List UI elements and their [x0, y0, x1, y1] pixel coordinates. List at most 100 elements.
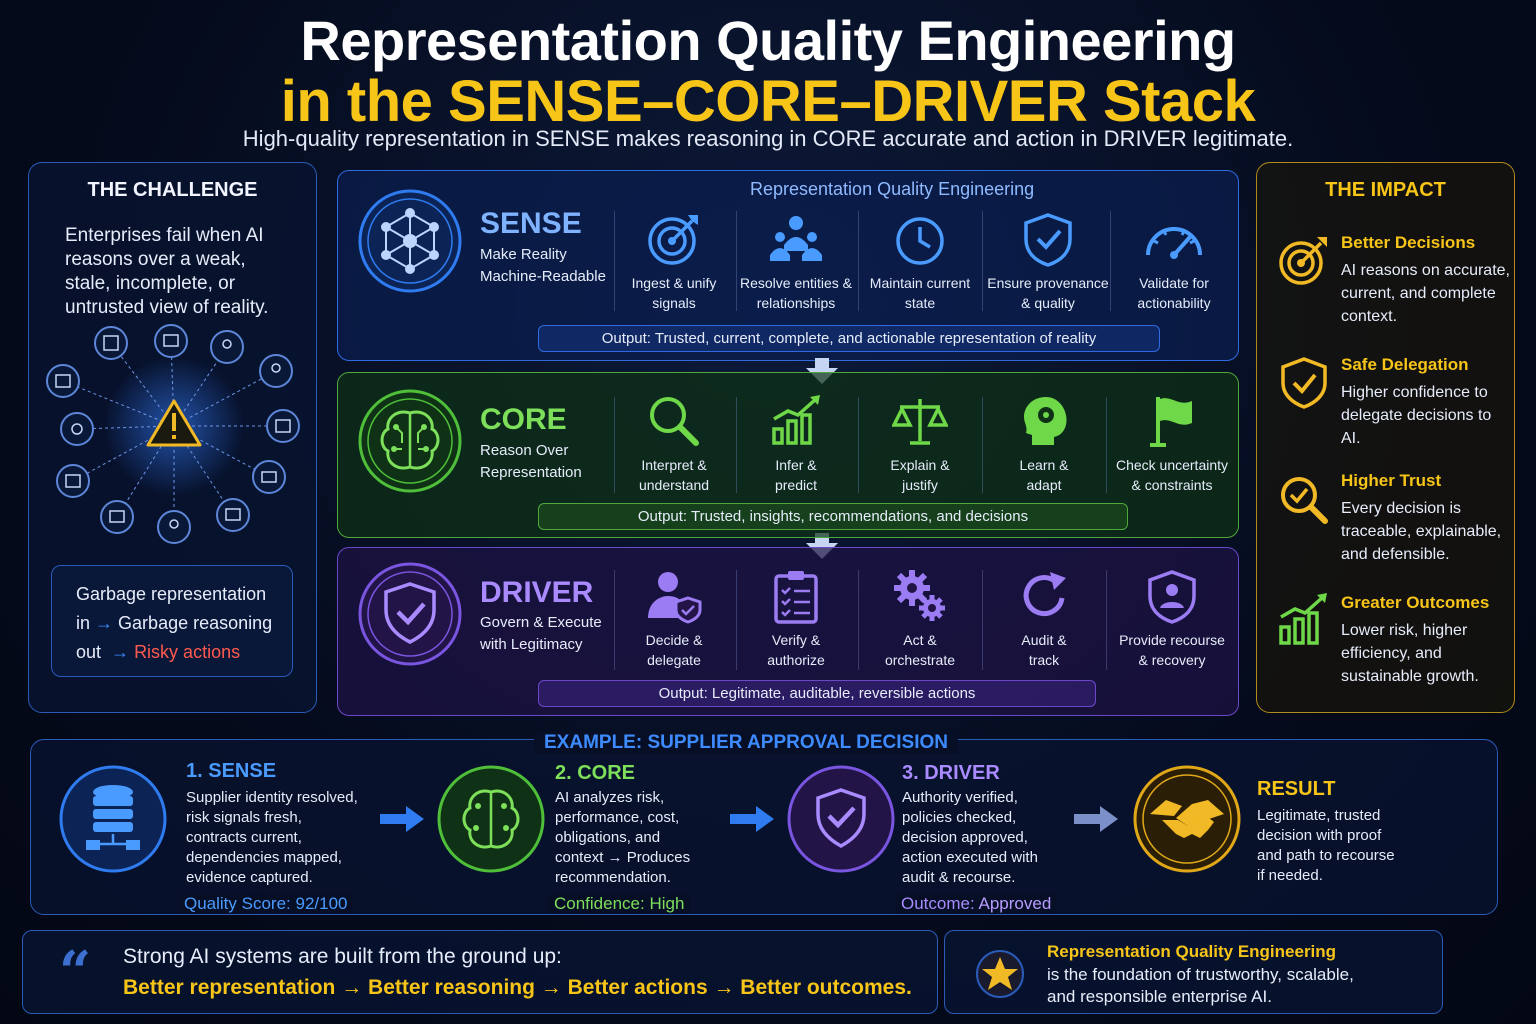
handshake-icon	[1133, 765, 1241, 873]
step3-text: Authority verified, policies checked, deci…	[902, 789, 1038, 886]
step3-heading: 3. DRIVER	[902, 762, 1000, 784]
magnifier-icon	[650, 397, 699, 446]
core-col-learn: Learn & adapt	[982, 393, 1106, 495]
sense-subtitle: Make Reality Machine-Readable	[480, 246, 606, 285]
result-text: Legitimate, trusted decision with proof an…	[1257, 807, 1395, 884]
magnifier-check-icon	[1281, 477, 1328, 524]
quote-box: “ Strong AI systems are built from the g…	[22, 930, 938, 1014]
quality-score: Quality Score: 92/100	[178, 894, 354, 914]
arrow-right-icon	[380, 806, 424, 832]
core-name: CORE	[480, 403, 567, 436]
clipboard-checklist-icon	[774, 571, 818, 624]
sense-name: SENSE	[480, 207, 582, 240]
result-heading: RESULT	[1257, 778, 1336, 800]
sense-layer: Representation Quality Engineering SENSE…	[337, 170, 1239, 361]
core-layer: CORE Reason Over Representation Interpret…	[337, 372, 1239, 538]
people-network-icon	[770, 216, 822, 261]
arrow-right-icon	[730, 806, 774, 832]
driver-layer: DRIVER Govern & Execute with Legitimacy D…	[337, 547, 1239, 716]
page-title: Representation Quality Engineering	[300, 9, 1236, 72]
star-icon	[976, 950, 1024, 998]
brain-circuit-icon	[358, 389, 462, 493]
shield-check-icon	[1024, 213, 1072, 267]
head-gear-icon	[1024, 397, 1067, 445]
sense-col-resolve: Resolve entities & relationships	[734, 211, 858, 313]
impact-heading: THE IMPACT	[1325, 179, 1446, 201]
driver-col-recourse: Provide recourse & recovery	[1108, 568, 1236, 670]
quote-line-2: Better representation → Better reasoning…	[123, 976, 912, 999]
down-arrow-icon	[806, 358, 838, 384]
foundation-heading: Representation Quality Engineering	[1047, 942, 1337, 961]
person-shield-icon	[648, 572, 702, 624]
core-col-infer: Infer & predict	[734, 393, 858, 495]
garbage-line-1: Garbage representation	[76, 584, 267, 604]
sense-col-validate: Validate for actionability	[1112, 211, 1236, 313]
quote-mark-icon: “	[59, 939, 92, 1005]
driver-name: DRIVER	[480, 576, 594, 609]
sense-col-provenance: Ensure provenance & quality	[986, 211, 1110, 313]
impact-item-trust: Higher Trust Every decision is traceable…	[1277, 471, 1512, 566]
garbage-reasoning-label: Garbage reasoning	[118, 613, 273, 633]
driver-col-decide: Decide & delegate	[612, 568, 736, 670]
impact-item-decisions: Better Decisions AI reasons on accurate,…	[1277, 233, 1512, 328]
network-nodes-icon	[358, 189, 462, 293]
fragmented-data-network-icon	[46, 324, 300, 544]
impact-item-delegation: Safe Delegation Higher confidence to del…	[1277, 355, 1512, 450]
arrow-right-icon: →	[111, 642, 130, 662]
page-title-accent: in the SENSE–CORE–DRIVER Stack	[280, 69, 1256, 134]
arrow-right-icon	[1074, 806, 1118, 832]
quote-line-1: Strong AI systems are built from the gro…	[123, 945, 562, 968]
sense-col-ingest: Ingest & unify signals	[612, 211, 736, 313]
impact-item-outcomes: Greater Outcomes Lower risk, higher effi…	[1277, 593, 1512, 688]
growth-chart-icon	[772, 395, 820, 445]
shield-check-icon	[1281, 357, 1327, 409]
shield-check-icon	[358, 562, 462, 666]
core-col-interpret: Interpret & understand	[612, 393, 736, 495]
driver-col-act: Act & orchestrate	[858, 568, 982, 670]
driver-col-audit: Audit & track	[982, 568, 1106, 670]
core-subtitle: Reason Over Representation	[480, 442, 582, 481]
challenge-description: Enterprises fail when AI reasons over a …	[65, 225, 269, 318]
driver-output: Output: Legitimate, auditable, reversibl…	[538, 680, 1096, 707]
garbage-out-label: out	[76, 642, 102, 662]
clock-icon	[896, 217, 944, 265]
outcome: Outcome: Approved	[895, 894, 1058, 914]
challenge-panel: THE CHALLENGE Enterprises fail when AI r…	[28, 162, 317, 713]
target-icon	[648, 215, 698, 265]
risky-actions-label: Risky actions	[134, 642, 241, 662]
target-icon	[1279, 237, 1327, 285]
driver-col-verify: Verify & authorize	[734, 568, 858, 670]
garbage-in-garbage-out-box: Garbage representation in → Garbage reas…	[51, 565, 293, 677]
driver-subtitle: Govern & Execute with Legitimacy	[480, 614, 602, 653]
rqe-label: Representation Quality Engineering	[750, 179, 1035, 199]
arrow-right-icon: →	[95, 613, 114, 633]
database-icon	[59, 765, 167, 873]
gauge-icon	[1146, 227, 1202, 259]
page-subtitle: High-quality representation in SENSE mak…	[242, 126, 1294, 151]
sense-output: Output: Trusted, current, complete, and …	[538, 325, 1160, 352]
core-output: Output: Trusted, insights, recommendatio…	[538, 503, 1128, 530]
shield-check-icon	[787, 765, 895, 873]
step1-text: Supplier identity resolved, risk signals …	[186, 789, 358, 886]
brain-circuit-icon	[437, 765, 545, 873]
example-heading: EXAMPLE: SUPPLIER APPROVAL DECISION	[534, 732, 958, 754]
confidence-level: Confidence: High	[548, 894, 691, 914]
step2-text: AI analyzes risk, performance, cost, oblig…	[555, 789, 691, 886]
gears-icon	[894, 570, 945, 621]
flag-icon	[1150, 397, 1192, 447]
sense-col-maintain: Maintain current state	[858, 211, 982, 313]
core-col-explain: Explain & justify	[858, 393, 982, 495]
refresh-icon	[1023, 572, 1066, 617]
down-arrow-icon	[806, 533, 838, 559]
step2-heading: 2. CORE	[555, 762, 636, 784]
step1-heading: 1. SENSE	[186, 760, 277, 782]
foundation-box: Representation Quality Engineering is th…	[944, 930, 1443, 1014]
growth-chart-icon	[1279, 593, 1327, 645]
impact-panel: THE IMPACT Better Decisions AI reasons o…	[1256, 162, 1515, 713]
core-col-check: Check uncertainty & constraints	[1108, 393, 1236, 495]
garbage-in-label: in	[76, 613, 91, 633]
shield-person-icon	[1148, 570, 1196, 624]
scales-icon	[892, 399, 948, 445]
challenge-heading: THE CHALLENGE	[87, 179, 258, 201]
foundation-text: is the foundation of trustworthy, scalab…	[1047, 965, 1354, 1006]
